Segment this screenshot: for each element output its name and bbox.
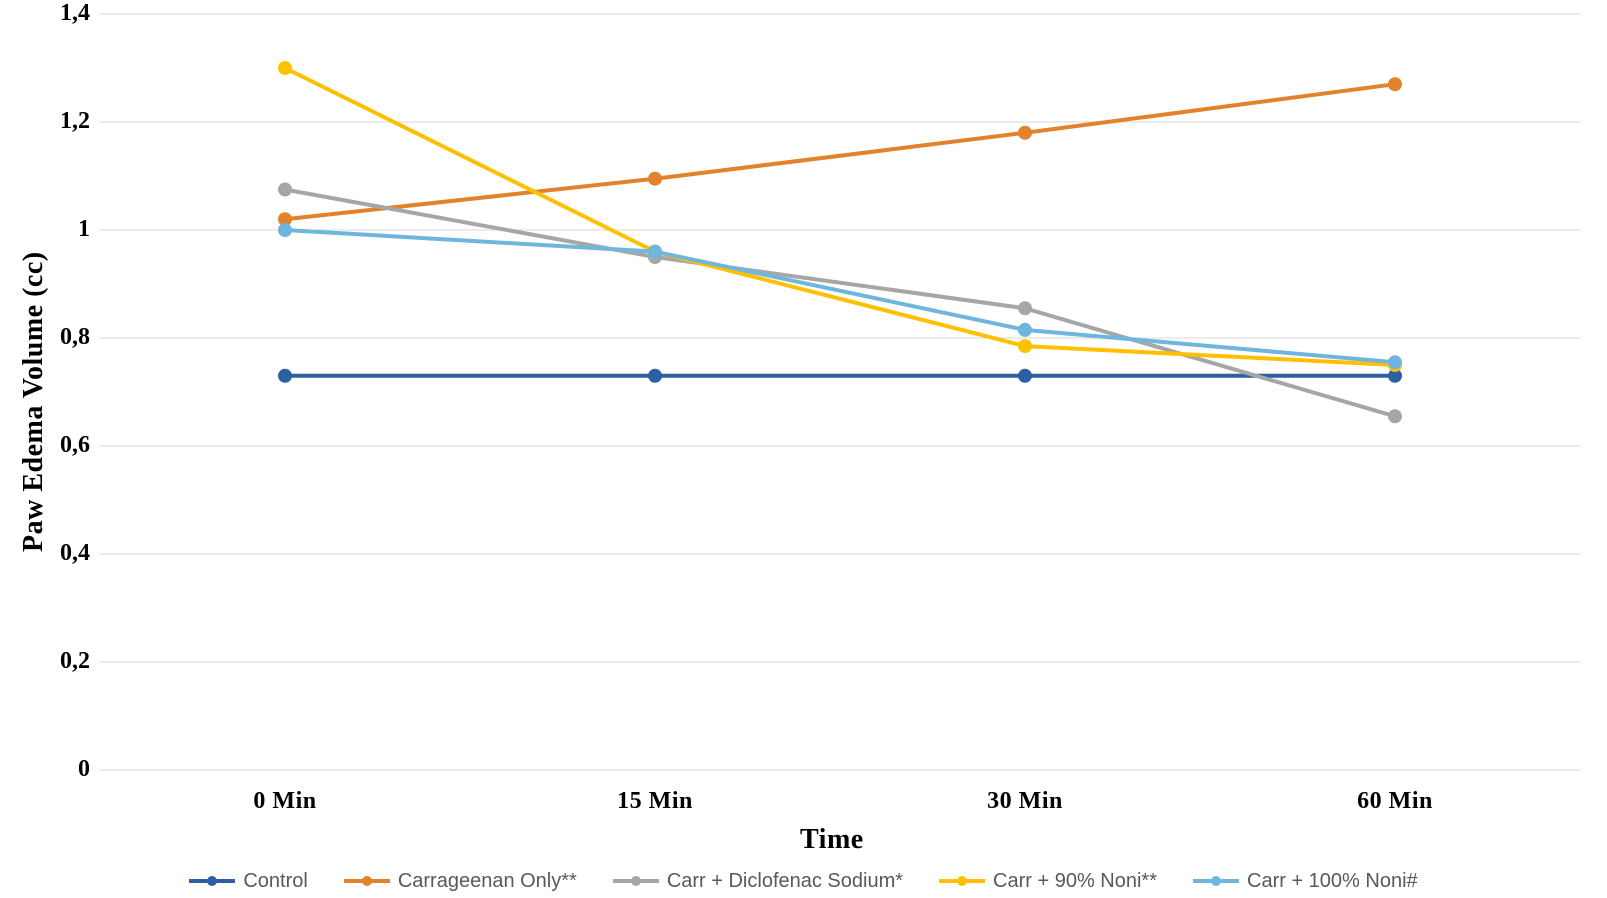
y-axis-title: Paw Edema Volume (cc): [18, 251, 50, 552]
series-marker: [1018, 339, 1032, 353]
legend: Control Carrageenan Only** Carr + Diclofen…: [0, 868, 1607, 893]
series-marker: [278, 61, 292, 75]
series-marker: [278, 183, 292, 197]
y-tick-label: 1,4: [30, 0, 90, 27]
legend-item: Carr + Diclofenac Sodium*: [613, 870, 903, 893]
series-marker: [1018, 301, 1032, 315]
chart-canvas: [0, 0, 1607, 898]
series-marker: [1018, 369, 1032, 383]
series-marker: [1388, 77, 1402, 91]
series-line: [285, 68, 1395, 365]
x-tick-label: 15 Min: [617, 788, 693, 815]
y-tick-label: 0: [30, 756, 90, 783]
y-tick-label: 0,4: [30, 540, 90, 567]
series-line: [285, 230, 1395, 362]
legend-item: Carrageenan Only**: [344, 870, 577, 893]
legend-label: Control: [243, 870, 307, 893]
series-marker: [648, 172, 662, 186]
y-tick-label: 0,6: [30, 432, 90, 459]
series-marker: [1388, 355, 1402, 369]
line-chart: Paw Edema Volume (cc) Time 0 0,2 0,4 0,6 0,8…: [0, 0, 1607, 898]
x-axis-title: Time: [800, 824, 864, 856]
legend-item: Control: [189, 870, 307, 893]
series-marker: [1018, 126, 1032, 140]
series-marker: [278, 223, 292, 237]
legend-item: Carr + 90% Noni**: [939, 870, 1157, 893]
series-marker: [648, 245, 662, 259]
legend-label: Carr + 90% Noni**: [993, 870, 1157, 893]
x-tick-label: 0 Min: [253, 788, 316, 815]
series-marker: [1388, 409, 1402, 423]
x-tick-label: 30 Min: [987, 788, 1063, 815]
y-tick-label: 0,2: [30, 648, 90, 675]
series-marker: [278, 369, 292, 383]
series-line: [285, 190, 1395, 417]
y-tick-label: 1,2: [30, 108, 90, 135]
series-marker: [1018, 323, 1032, 337]
legend-item: Carr + 100% Noni#: [1193, 870, 1418, 893]
y-tick-label: 0,8: [30, 324, 90, 351]
y-tick-label: 1: [30, 216, 90, 243]
legend-label: Carrageenan Only**: [398, 870, 577, 893]
series-marker: [648, 369, 662, 383]
legend-label: Carr + Diclofenac Sodium*: [667, 870, 903, 893]
legend-label: Carr + 100% Noni#: [1247, 870, 1418, 893]
x-tick-label: 60 Min: [1357, 788, 1433, 815]
